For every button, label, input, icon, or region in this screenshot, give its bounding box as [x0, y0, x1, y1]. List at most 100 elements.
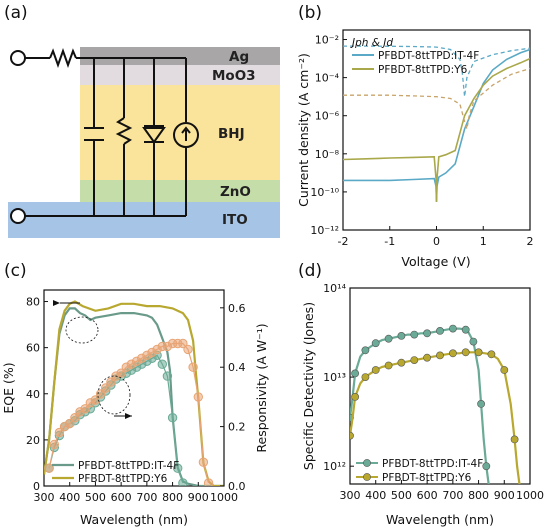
data-point-pfbdt-8tttpd-it-4f: [167, 413, 178, 423]
data-point-pfbdt-8tttpd-it-4f: [448, 324, 457, 333]
data-point-pfbdt-8tttpd-y6: [101, 383, 111, 393]
data-point-pfbdt-8tttpd-y6: [183, 344, 193, 355]
data-point-pfbdt-8tttpd-y6: [371, 366, 380, 374]
data-point-pfbdt-8tttpd-y6: [198, 457, 209, 467]
chart-d-xlabel: Wavelength (nm): [386, 512, 494, 527]
data-point-pfbdt-8tttpd-it-4f: [157, 359, 168, 369]
data-point-pfbdt-8tttpd-it-4f: [351, 369, 359, 378]
chart-b-ytick-label: 10⁻⁶: [315, 110, 340, 123]
chart-c: 300 400 500 600 700 800 900 1000 0 20 40 60 80 0.0 0.2…: [1, 289, 269, 527]
layer-ito: [8, 202, 280, 238]
chart-b-ytick-label: 10⁻⁴: [315, 72, 340, 85]
chart-c-xlabel: Wavelength (nm): [80, 512, 188, 527]
layer-bhj-label: BHJ: [218, 126, 245, 142]
data-point-pfbdt-8tttpd-it-4f: [162, 371, 173, 381]
data-point-pfbdt-8tttpd-y6: [80, 404, 90, 414]
layer-ag: [80, 47, 280, 65]
legend-label-pfbdt-8tttpd-it-4f: PFBDT-8ttTPD:IT-4F: [378, 50, 479, 62]
data-point-pfbdt-8tttpd-y6: [423, 353, 431, 362]
chart-b-xlabel: Voltage (V): [401, 254, 470, 269]
chart-b-ytick-label: 10⁻¹²: [310, 224, 339, 237]
chart-b-ytick-label: 10⁻⁸: [315, 148, 340, 161]
panel-c-label: (c): [4, 261, 27, 281]
data-point-pfbdt-8tttpd-y6: [106, 377, 116, 387]
panel-d-label: (d): [298, 261, 322, 281]
data-point-pfbdt-8tttpd-y6: [474, 348, 483, 357]
data-point-pfbdt-8tttpd-it-4f: [461, 325, 470, 334]
chart-d: 300 400 500 600 700 800 900 1000 10¹² 10¹³ 10¹⁴ PF…: [301, 282, 544, 527]
data-point-pfbdt-8tttpd-it-4f: [469, 337, 478, 346]
chart-c-frame: [43, 289, 225, 487]
legend-label-pfbdt-8tttpd-it-4f: PFBDT-8ttTPD:IT-4F: [78, 460, 179, 472]
layer-moo3: [80, 65, 280, 85]
layer-ito-label: ITO: [222, 212, 248, 228]
chart-d-xtick-label: 1000: [516, 489, 544, 502]
data-point-pfbdt-8tttpd-y6: [384, 361, 393, 370]
data-point-pfbdt-8tttpd-y6: [487, 350, 496, 359]
chart-c-y2tick-label: 0.0: [228, 480, 246, 493]
data-point-pfbdt-8tttpd-y6: [193, 392, 204, 402]
chart-c-xtick-label: 500: [85, 491, 106, 504]
chart-d-ytick-label: 10¹²: [323, 460, 346, 473]
chart-b-xtick-label: -1: [384, 235, 395, 248]
data-point-pfbdt-8tttpd-y6: [410, 356, 419, 364]
chart-c-ytick-label: 20: [26, 434, 40, 447]
chart-d-frame: [349, 287, 531, 485]
chart-c-xtick-label: 600: [111, 491, 132, 504]
chart-b-ytick-label: 10⁻¹⁰: [310, 186, 339, 199]
data-point-pfbdt-8tttpd-y6: [351, 392, 359, 401]
legend-label-pfbdt-8tttpd-y6: PFBDT-8ttTPD:Y6: [378, 64, 468, 76]
data-point-pfbdt-8tttpd-y6: [178, 338, 188, 349]
chart-b-ylabel: Current density (A cm⁻²): [296, 53, 311, 207]
series-line-pfbdt-8tttpd-it-4f-dark: [343, 48, 530, 202]
device-schematic: Ag MoO3 BHJ ZnO ITO: [8, 47, 280, 238]
chart-d-xtick-label: 300: [340, 489, 361, 502]
data-point-pfbdt-8tttpd-it-4f: [173, 463, 183, 473]
data-point-pfbdt-8tttpd-y6: [44, 463, 54, 473]
data-point-pfbdt-8tttpd-y6: [448, 349, 457, 358]
data-point-pfbdt-8tttpd-y6: [203, 478, 214, 486]
chart-c-ylabel: EQE (%): [1, 362, 16, 413]
data-point-pfbdt-8tttpd-y6: [397, 358, 406, 367]
data-point-pfbdt-8tttpd-y6: [116, 368, 126, 378]
data-point-pfbdt-8tttpd-it-4f: [477, 399, 485, 408]
legend-marker-pfbdt-8tttpd-y6: [363, 473, 371, 481]
chart-b-xtick-label: 0: [433, 235, 440, 248]
chart-c-xtick-label: 900: [188, 491, 209, 504]
data-point-pfbdt-8tttpd-y6: [90, 395, 101, 405]
chart-b-annotation: Jph & Jd: [350, 37, 393, 49]
chart-d-ytick-label: 10¹⁴: [323, 282, 346, 295]
series-line-pfbdt-8tttpd-it-4f-photo: [343, 45, 530, 97]
legend-label-pfbdt-8tttpd-y6: PFBDT-8ttTPD:Y6: [78, 473, 168, 485]
chart-d-xtick-label: 800: [468, 489, 489, 502]
chart-d-xtick-label: 400: [365, 489, 386, 502]
data-point-pfbdt-8tttpd-it-4f: [410, 330, 419, 339]
chart-c-y2tick-label: 0.4: [228, 361, 246, 374]
chart-c-ytick-label: 40: [26, 388, 40, 401]
data-point-pfbdt-8tttpd-it-4f: [361, 346, 370, 355]
layer-moo3-label: MoO3: [212, 68, 256, 84]
data-point-pfbdt-8tttpd-y6: [49, 439, 59, 450]
chart-b: -2 -1 0 1 2 10⁻¹² 10⁻¹⁰ 10⁻⁸ 10⁻⁶ 10⁻⁴ 10⁻² Jph & …: [296, 29, 534, 269]
layer-zno-label: ZnO: [220, 184, 251, 200]
chart-c-xtick-label: 800: [162, 491, 183, 504]
legend-marker-pfbdt-8tttpd-it-4f: [363, 459, 371, 467]
data-point-pfbdt-8tttpd-it-4f: [482, 462, 491, 471]
chart-d-ylabel: Specific Detectivity (Jones): [301, 302, 316, 470]
chart-d-xtick-label: 900: [494, 489, 515, 502]
series-line-pfbdt-8tttpd-y6-photo: [343, 67, 530, 130]
chart-c-xtick-label: 700: [136, 491, 157, 504]
chart-c-xtick-label: 400: [59, 491, 80, 504]
data-point-pfbdt-8tttpd-y6: [65, 418, 75, 429]
chart-c-xtick-label: 300: [34, 491, 55, 504]
data-point-pfbdt-8tttpd-it-4f: [384, 334, 393, 343]
chart-c-y2tick-label: 0.2: [228, 421, 246, 434]
series-line-pfbdt-8tttpd-y6: [350, 351, 521, 484]
data-point-pfbdt-8tttpd-y6: [436, 351, 444, 360]
data-point-pfbdt-8tttpd-y6: [54, 427, 65, 438]
chart-b-ytick-label: 10⁻²: [315, 34, 339, 47]
chart-b-xtick-label: 1: [480, 235, 487, 248]
chart-c-y2label: Responsivity (A W⁻¹): [254, 323, 269, 452]
data-point-pfbdt-8tttpd-y6: [70, 413, 80, 423]
